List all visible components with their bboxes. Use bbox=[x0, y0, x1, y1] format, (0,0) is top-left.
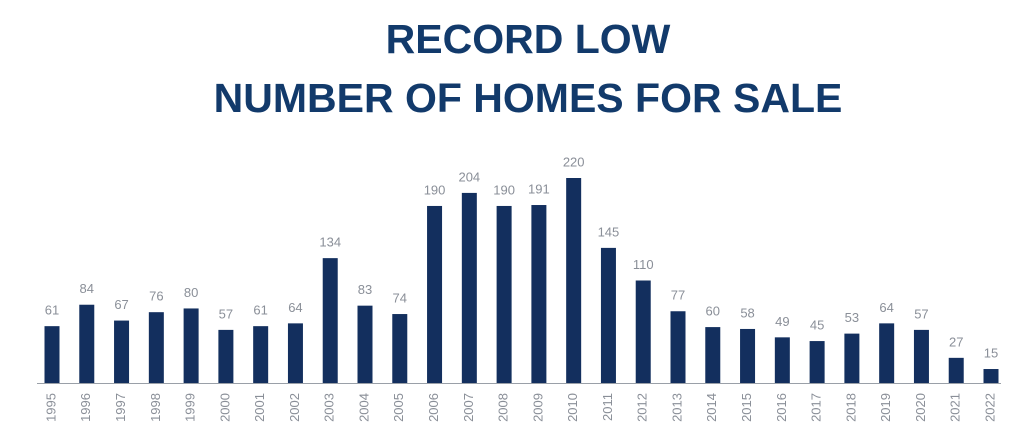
value-label: 190 bbox=[493, 182, 515, 197]
x-tick-label: 2008 bbox=[496, 393, 511, 422]
bar bbox=[44, 326, 60, 383]
x-tick-label: 2019 bbox=[878, 393, 893, 422]
value-label: 145 bbox=[598, 224, 620, 239]
bar bbox=[148, 312, 164, 383]
x-tick-label: 2020 bbox=[913, 393, 928, 422]
value-label: 76 bbox=[149, 289, 163, 304]
x-tick-label: 2016 bbox=[774, 393, 789, 422]
x-tick-label: 2018 bbox=[843, 393, 858, 422]
value-label: 53 bbox=[845, 310, 859, 325]
bar bbox=[635, 280, 651, 383]
bar bbox=[879, 323, 895, 383]
value-label: 49 bbox=[775, 314, 789, 329]
value-label: 84 bbox=[80, 281, 94, 296]
bar bbox=[670, 311, 686, 383]
value-label: 191 bbox=[528, 181, 550, 196]
x-tick-label: 2007 bbox=[461, 393, 476, 422]
value-label: 15 bbox=[984, 345, 998, 360]
x-tick-label: 1996 bbox=[78, 393, 93, 422]
bar bbox=[392, 314, 408, 383]
bar bbox=[913, 329, 929, 383]
bar bbox=[79, 304, 95, 383]
bar bbox=[809, 341, 825, 383]
x-tick-label: 2014 bbox=[704, 393, 719, 422]
value-label: 58 bbox=[740, 305, 754, 320]
x-tick-label: 1998 bbox=[148, 393, 163, 422]
x-tick-label: 2015 bbox=[739, 393, 754, 422]
bar bbox=[218, 329, 234, 383]
bar bbox=[740, 328, 756, 383]
bar bbox=[705, 327, 721, 383]
bar bbox=[983, 369, 999, 383]
bar bbox=[114, 320, 130, 383]
value-label: 60 bbox=[706, 304, 720, 319]
value-label: 64 bbox=[879, 300, 893, 315]
value-label: 74 bbox=[393, 290, 407, 305]
value-label: 80 bbox=[184, 285, 198, 300]
bar bbox=[461, 192, 477, 383]
x-tick-label: 2006 bbox=[426, 393, 441, 422]
x-tick-label: 2013 bbox=[669, 393, 684, 422]
bar bbox=[183, 308, 199, 383]
bar bbox=[566, 178, 582, 383]
x-tick-label: 2012 bbox=[635, 393, 650, 422]
value-label: 77 bbox=[671, 288, 685, 303]
value-label: 110 bbox=[633, 257, 654, 272]
x-tick-label: 2004 bbox=[356, 393, 371, 422]
value-label: 134 bbox=[319, 235, 341, 250]
value-label: 83 bbox=[358, 282, 372, 297]
value-label: 57 bbox=[219, 306, 233, 321]
x-tick-label: 2009 bbox=[530, 393, 545, 422]
value-label: 57 bbox=[914, 306, 928, 321]
x-tick-label: 2003 bbox=[322, 393, 337, 422]
x-tick-label: 1995 bbox=[43, 393, 58, 422]
value-label: 64 bbox=[288, 300, 302, 315]
x-tick-label: 2011 bbox=[600, 393, 615, 421]
bar bbox=[287, 323, 303, 383]
value-label: 61 bbox=[253, 303, 267, 318]
bar bbox=[531, 205, 547, 383]
chart-title: NUMBER OF HOMES FOR SALE bbox=[214, 75, 843, 121]
bar bbox=[322, 258, 338, 383]
value-label: 67 bbox=[114, 297, 128, 312]
x-tick-label: 2017 bbox=[809, 393, 824, 422]
bar bbox=[844, 333, 860, 383]
x-tick-label: 1999 bbox=[183, 393, 198, 422]
bar bbox=[357, 305, 373, 383]
bar bbox=[948, 357, 964, 383]
bar bbox=[496, 205, 512, 383]
value-label: 204 bbox=[458, 169, 480, 184]
x-tick-label: 2001 bbox=[252, 393, 267, 422]
x-tick-label: 2005 bbox=[391, 393, 406, 422]
x-tick-label: 2021 bbox=[948, 393, 963, 422]
x-tick-label: 2002 bbox=[287, 393, 302, 422]
value-label: 61 bbox=[45, 303, 59, 318]
value-label: 27 bbox=[949, 334, 963, 349]
x-tick-label: 1997 bbox=[113, 393, 128, 422]
x-tick-label: 2000 bbox=[217, 393, 232, 422]
bar bbox=[600, 247, 616, 383]
value-label: 45 bbox=[810, 318, 824, 333]
bar bbox=[253, 326, 269, 383]
bar bbox=[774, 337, 790, 383]
value-label: 190 bbox=[424, 182, 446, 197]
value-label: 220 bbox=[563, 154, 585, 169]
x-tick-label: 2010 bbox=[565, 393, 580, 422]
chart-title: RECORD LOW bbox=[386, 16, 671, 62]
bar bbox=[427, 205, 443, 383]
x-tick-label: 2022 bbox=[982, 393, 997, 422]
